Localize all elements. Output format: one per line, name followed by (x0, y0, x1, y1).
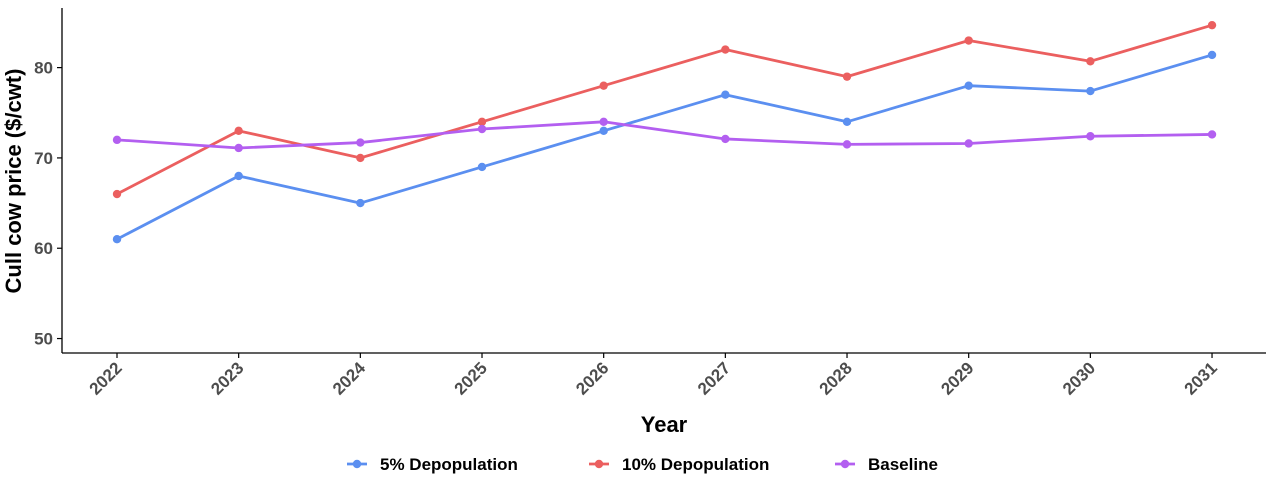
x-tick-label: 2027 (694, 358, 734, 398)
data-point (964, 81, 973, 90)
data-point (599, 117, 608, 126)
legend-item: 5% Depopulation (347, 455, 518, 474)
data-point (599, 81, 608, 90)
legend-item: 10% Depopulation (589, 455, 769, 474)
series-line (116, 53, 1213, 241)
data-point (964, 36, 973, 45)
data-point (1086, 132, 1095, 141)
data-point (477, 117, 487, 126)
x-ticks: 2022 2023 2024 2025 2026 2027 2028 2029 2030 2031 (86, 353, 1221, 399)
legend-key-point (840, 459, 850, 469)
x-tick-label: 2031 (1181, 358, 1221, 398)
y-tick-label: 80 (34, 59, 53, 78)
data-point (964, 139, 973, 148)
series-line (116, 23, 1213, 196)
data-point (477, 124, 487, 134)
data-point (477, 162, 487, 172)
x-tick-label: 2026 (572, 358, 612, 398)
y-tick-label: 70 (34, 149, 53, 168)
data-point (842, 72, 852, 81)
legend-label: 5% Depopulation (380, 455, 518, 474)
data-point (234, 171, 243, 181)
data-point (1086, 86, 1095, 96)
x-axis-title: Year (641, 412, 688, 437)
x-tick-label: 2025 (451, 358, 491, 398)
data-point (112, 235, 122, 244)
legend-item: Baseline (835, 455, 938, 474)
data-point (599, 126, 608, 136)
x-tick-label: 2022 (86, 358, 126, 398)
data-point (356, 198, 365, 208)
y-ticks: 50 60 70 80 (34, 59, 62, 349)
data-point (1207, 50, 1217, 60)
data-point (721, 90, 730, 99)
data-point (721, 45, 730, 54)
data-point (721, 134, 730, 144)
x-tick-label: 2024 (329, 358, 370, 399)
data-point (1086, 57, 1095, 66)
legend-label: Baseline (868, 455, 938, 474)
legend-label: 10% Depopulation (622, 455, 769, 474)
legend-key-point (594, 459, 604, 469)
series-line (116, 120, 1213, 150)
data-point (234, 126, 243, 136)
y-tick-label: 50 (34, 330, 53, 349)
legend-key-point (352, 459, 362, 469)
data-point (842, 117, 852, 126)
data-point (1207, 130, 1217, 139)
series-layer (112, 20, 1217, 244)
data-point (112, 135, 122, 145)
x-tick-label: 2029 (937, 358, 977, 398)
y-tick-label: 60 (34, 239, 53, 258)
data-point (842, 140, 852, 149)
data-point (356, 138, 365, 147)
x-tick-label: 2023 (207, 358, 247, 398)
data-point (356, 153, 365, 163)
legend: 5% Depopulation 10% Depopulation Baseline (347, 455, 938, 474)
data-point (234, 143, 243, 153)
x-tick-label: 2030 (1059, 358, 1099, 398)
data-point (1207, 20, 1217, 30)
axes (61, 8, 1266, 354)
y-axis-title: Cull cow price ($/cwt) (1, 69, 26, 294)
x-tick-label: 2028 (816, 358, 856, 398)
data-point (112, 189, 122, 199)
